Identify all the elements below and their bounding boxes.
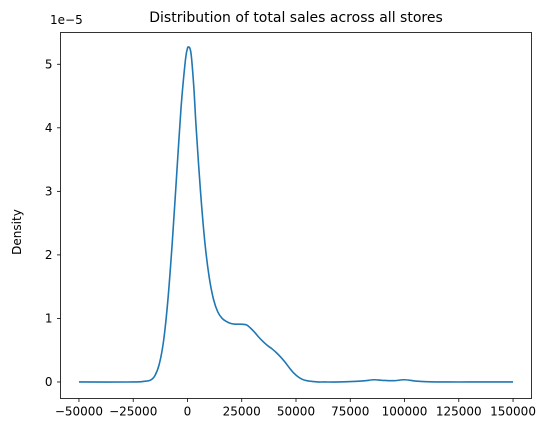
y-tick-label: 4: [45, 121, 53, 135]
y-axis: 0 1 2 3 4 5: [45, 57, 61, 389]
y-scale-label: 1e−5: [50, 13, 83, 27]
y-tick-label: 3: [45, 184, 53, 198]
chart-title: Distribution of total sales across all s…: [149, 10, 443, 26]
y-tick-label: 2: [45, 248, 53, 262]
x-tick-label: 0: [184, 405, 192, 419]
x-tick-label: −25000: [109, 405, 157, 419]
y-tick-label: 5: [45, 57, 53, 71]
y-tick-label: 1: [45, 311, 53, 325]
plot-frame: [60, 32, 532, 399]
y-tick-label: 0: [45, 375, 53, 389]
x-tick-label: 25000: [223, 405, 261, 419]
density-line: [78, 46, 514, 383]
x-tick-label: 125000: [436, 405, 482, 419]
x-tick-label: 75000: [331, 405, 369, 419]
x-tick-label: 50000: [277, 405, 315, 419]
x-axis: −50000 −25000 0 25000 50000 75000 100000 125000…: [55, 398, 536, 419]
x-tick-label: −50000: [55, 405, 103, 419]
x-tick-label: 100000: [382, 405, 428, 419]
y-axis-label: Density: [10, 209, 24, 255]
x-tick-label: 150000: [490, 405, 536, 419]
